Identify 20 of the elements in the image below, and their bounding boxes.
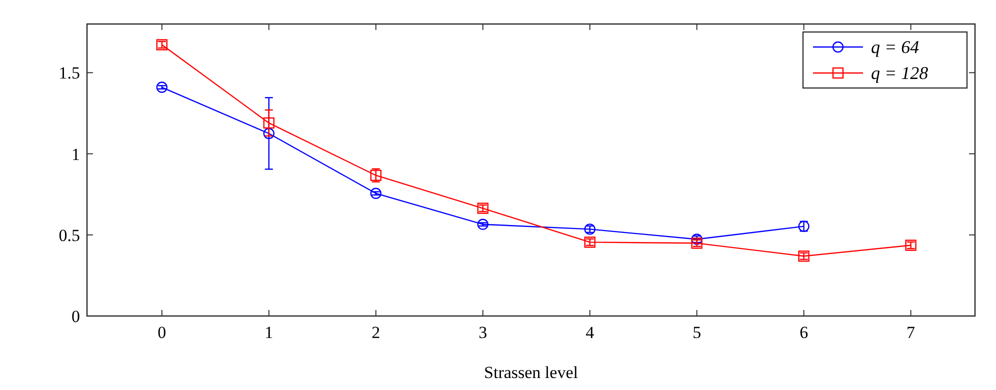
y-tick-label: 1: [72, 144, 80, 164]
x-axis-title: Strassen level: [484, 363, 578, 382]
x-tick-label: 5: [692, 323, 702, 342]
x-tick-label: 6: [800, 323, 808, 342]
point: [477, 218, 488, 230]
point: [156, 82, 168, 93]
x-tick-label: 7: [906, 323, 916, 342]
x-tick-label: 1: [264, 323, 274, 342]
x-tick-label: 0: [158, 323, 166, 342]
y-tick-label: 1.5: [58, 64, 80, 83]
y-tick-label: 0.5: [58, 226, 80, 245]
point: [370, 188, 382, 199]
legend-label: q = 64: [871, 37, 920, 57]
x-tick-label: 2: [372, 323, 380, 342]
y-tick-label: 0: [72, 307, 80, 326]
point: [263, 128, 274, 140]
point: [263, 117, 274, 129]
x-tick-label: 3: [478, 323, 488, 342]
x-tick-label: 4: [586, 323, 595, 342]
legend-label: q = 128: [871, 63, 928, 83]
